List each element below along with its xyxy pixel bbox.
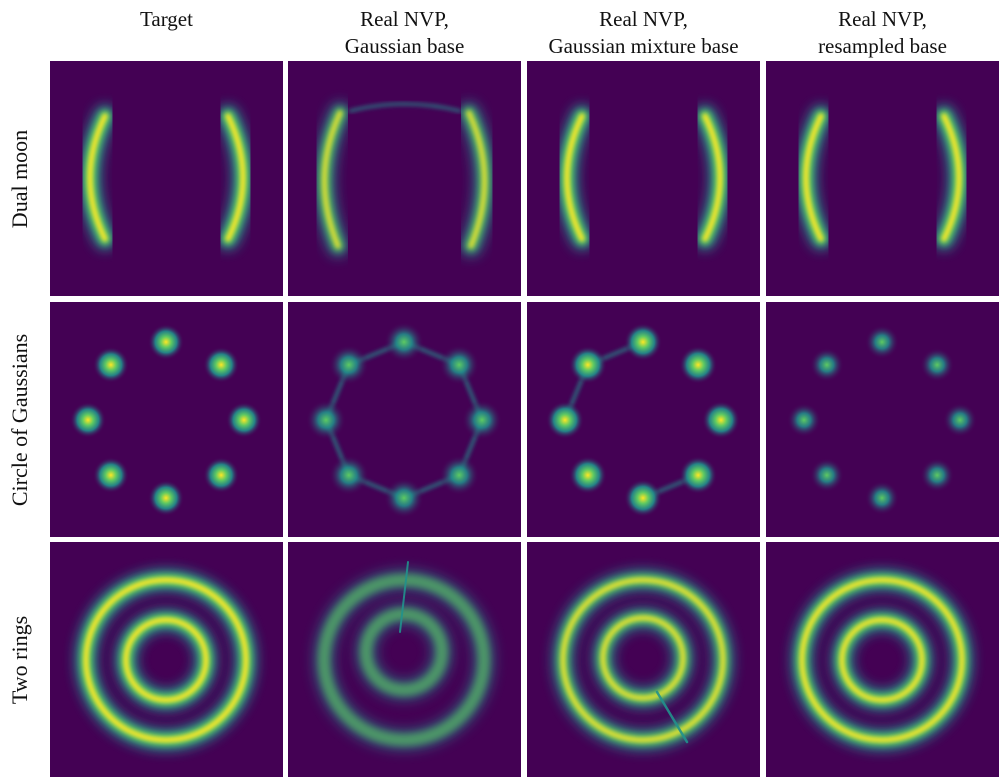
mode-4 [920, 458, 955, 493]
mode-6 [568, 456, 607, 495]
mode-2 [679, 345, 718, 384]
mode-1 [624, 323, 662, 361]
left-moon-core [87, 113, 108, 242]
mode-5 [865, 481, 899, 515]
mode-3 [462, 400, 502, 440]
density-plot [288, 61, 521, 296]
inner-ring-body [359, 608, 449, 696]
mode-4 [679, 456, 718, 495]
panel-circle-of-gaussians-gaussian-mixture-base [527, 302, 760, 537]
panel-circle-of-gaussians-resampled-base [766, 302, 999, 537]
panel-two-rings-resampled-base [766, 542, 999, 777]
mode-7 [787, 403, 821, 437]
mode-5 [624, 479, 662, 517]
mode-2 [203, 346, 240, 383]
mode-6 [809, 458, 844, 493]
density-plot [288, 542, 521, 777]
panel-two-rings-target [50, 542, 283, 777]
mode-3 [226, 402, 262, 438]
mode-3 [702, 401, 740, 439]
mode-7 [70, 402, 106, 438]
mode-4 [203, 457, 240, 494]
mode-5 [148, 480, 184, 516]
density-plot [50, 61, 283, 296]
left-moon-core [564, 113, 585, 242]
column-title-resampled-base: Real NVP, resampled base [818, 7, 947, 58]
mode-8 [92, 346, 129, 383]
panel-dual-moon-target [50, 61, 283, 296]
row-label-two-rings: Two rings [7, 615, 32, 704]
mode-1 [865, 325, 899, 359]
panel-two-rings-gaussian-base [288, 542, 521, 777]
mode-1 [384, 322, 424, 362]
panel-circle-of-gaussians-target [50, 302, 283, 537]
inner-ring-core [123, 617, 209, 703]
mode-8 [809, 347, 844, 382]
mode-4 [439, 455, 480, 496]
outer-ring-core [560, 577, 726, 743]
mode-6 [328, 455, 369, 496]
density-plot [527, 302, 760, 537]
ring-seam [655, 690, 689, 744]
panel-dual-moon-gaussian-mixture-base [527, 61, 760, 296]
right-moon-core [225, 113, 246, 242]
mode-8 [568, 345, 607, 384]
mode-2 [920, 347, 955, 382]
outer-ring-body [317, 574, 491, 746]
moon-bridge [348, 102, 462, 113]
density-plot [766, 61, 999, 296]
right-moon-core [702, 113, 723, 242]
mode-2 [439, 344, 480, 385]
column-title-gaussian-mixture-base: Real NVP, Gaussian mixture base [548, 7, 739, 58]
row-label-circle-of-gaussians: Circle of Gaussians [7, 333, 32, 506]
mode-7 [546, 401, 584, 439]
density-plot [527, 542, 760, 777]
row-label-dual-moon: Dual moon [7, 129, 32, 228]
inner-ring-core [600, 615, 686, 701]
density-plot [50, 302, 283, 537]
outer-ring-core [799, 577, 965, 743]
density-plot [288, 302, 521, 537]
right-moon-core [941, 113, 962, 242]
mode-8 [328, 344, 369, 385]
outer-ring-core [83, 577, 249, 743]
density-plot [766, 302, 999, 537]
mode-7 [306, 400, 346, 440]
left-moon-core [803, 113, 824, 242]
right-moon-core [466, 110, 487, 249]
density-plot [50, 542, 283, 777]
density-plot [766, 542, 999, 777]
ring-seam [399, 561, 409, 633]
column-title-gaussian-base: Real NVP, Gaussian base [344, 7, 465, 58]
panel-dual-moon-gaussian-base [288, 61, 521, 296]
panel-two-rings-gaussian-mixture-base [527, 542, 760, 777]
mode-1 [148, 324, 184, 360]
panel-circle-of-gaussians-gaussian-base [288, 302, 521, 537]
column-title-target: Target [140, 7, 193, 31]
mode-3 [943, 403, 977, 437]
mode-6 [92, 457, 129, 494]
inner-ring-core [839, 617, 925, 703]
density-plot [527, 61, 760, 296]
panel-dual-moon-resampled-base [766, 61, 999, 296]
left-moon-core [322, 110, 343, 249]
mode-5 [384, 478, 424, 518]
